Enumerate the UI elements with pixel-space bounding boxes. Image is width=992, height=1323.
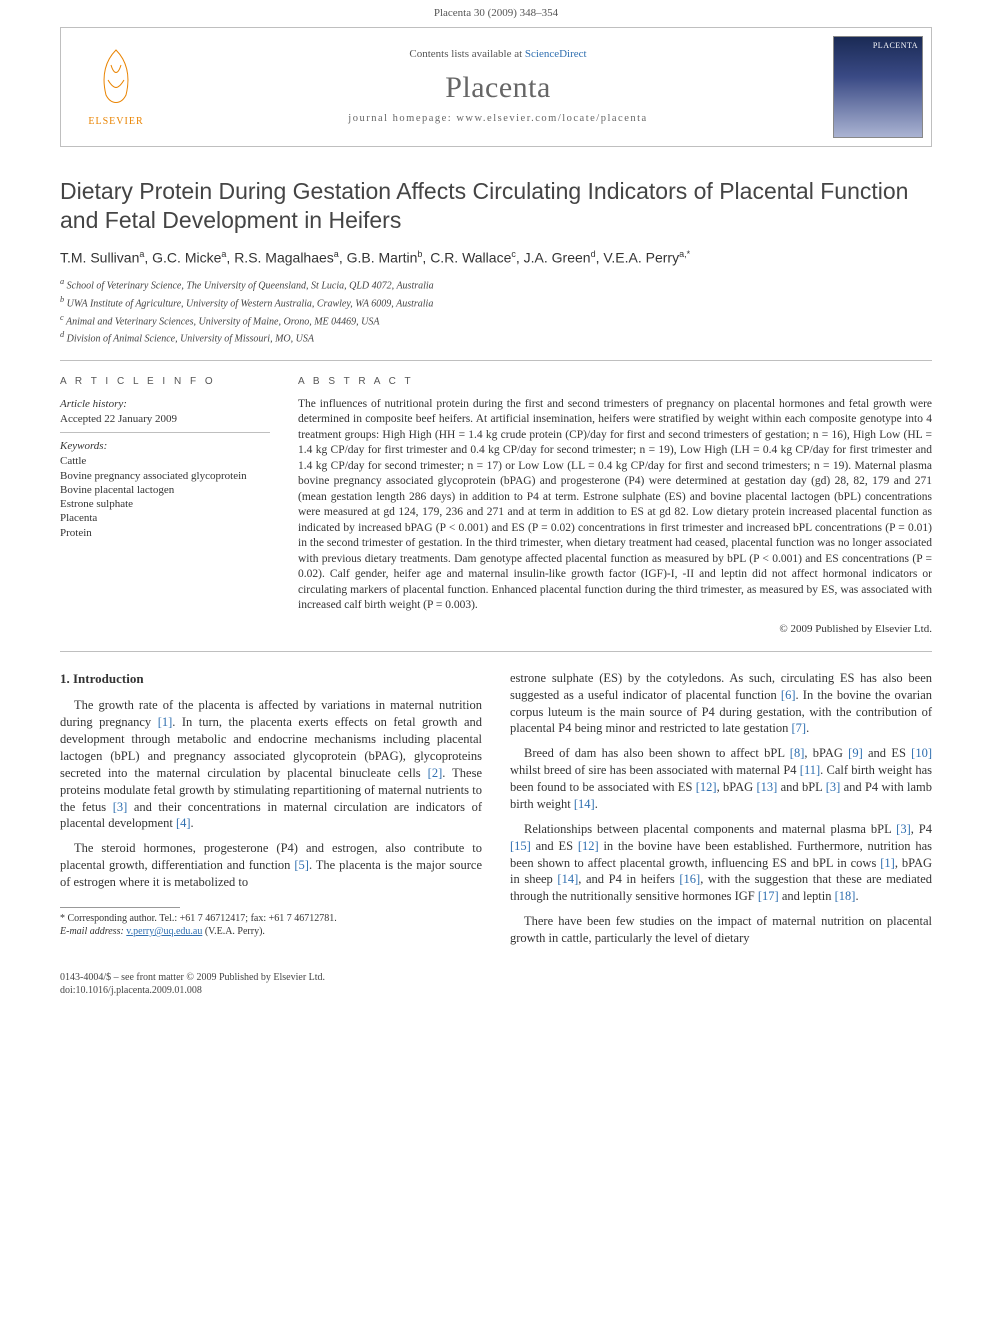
author: T.M. Sullivan [60,250,139,266]
author: V.E.A. Perry [603,250,679,266]
intro-p5: Relationships between placental componen… [510,821,932,905]
citation-ref[interactable]: [4] [176,816,191,830]
author: G.B. Martin [347,250,418,266]
abstract-heading: A B S T R A C T [298,375,932,389]
citation-ref[interactable]: [17] [758,889,779,903]
publisher-name: ELSEVIER [88,115,143,129]
author-affil-marker: d [591,249,596,259]
citation-ref[interactable]: [3] [896,822,911,836]
keyword: Bovine placental lactogen [60,483,270,497]
citation-ref[interactable]: [5] [294,858,309,872]
author: J.A. Green [524,250,591,266]
citation-ref[interactable]: [18] [835,889,856,903]
history-label: Article history: [60,397,270,412]
citation-ref[interactable]: [11] [800,763,820,777]
affiliation-line: b UWA Institute of Agriculture, Universi… [60,294,932,311]
article-history-block: Article history: Accepted 22 January 200… [60,397,270,434]
author-affil-marker: a [139,249,144,259]
keyword: Protein [60,526,270,540]
intro-p2: The steroid hormones, progesterone (P4) … [60,840,482,891]
email-line: E-mail address: v.perry@uq.edu.au (V.E.A… [60,925,482,938]
citation-ref[interactable]: [2] [428,766,443,780]
email-label: E-mail address: [60,926,124,937]
author: G.C. Micke [152,250,221,266]
footnote-rule [60,907,180,908]
citation-ref[interactable]: [1] [158,715,173,729]
intro-p1: The growth rate of the placenta is affec… [60,697,482,832]
affiliation-line: c Animal and Veterinary Sciences, Univer… [60,312,932,329]
cover-label: PLACENTA [873,41,918,52]
keyword: Bovine pregnancy associated glycoprotein [60,469,270,483]
affiliation-line: d Division of Animal Science, University… [60,329,932,346]
author-affil-marker: a [221,249,226,259]
footer-line-2: doi:10.1016/j.placenta.2009.01.008 [60,984,932,998]
intro-p6: There have been few studies on the impac… [510,913,932,947]
authors-line: T.M. Sullivana, G.C. Mickea, R.S. Magalh… [60,248,932,268]
citation-ref[interactable]: [10] [911,746,932,760]
citation-ref[interactable]: [16] [679,872,700,886]
citation-ref[interactable]: [14] [557,872,578,886]
author-affil-marker: a [334,249,339,259]
keywords-block: Keywords: CattleBovine pregnancy associa… [60,439,270,540]
citation-ref[interactable]: [1] [880,856,895,870]
contents-prefix: Contents lists available at [409,48,524,60]
left-column: 1. Introduction The growth rate of the p… [60,670,482,955]
intro-p4: Breed of dam has also been shown to affe… [510,745,932,813]
right-column: estrone sulphate (ES) by the cotyledons.… [510,670,932,955]
copyright-line: © 2009 Published by Elsevier Ltd. [298,622,932,637]
section-1-heading: 1. Introduction [60,670,482,688]
author-affil-marker: c [511,249,516,259]
author-affil-marker: b [417,249,422,259]
publisher-logo: ELSEVIER [61,28,171,146]
article-info-heading: A R T I C L E I N F O [60,375,270,389]
contents-available-line: Contents lists available at ScienceDirec… [409,47,586,62]
keywords-label: Keywords: [60,439,270,454]
abstract-body: The influences of nutritional protein du… [298,397,932,614]
citation-ref[interactable]: [13] [756,780,777,794]
journal-header-box: ELSEVIER Contents lists available at Sci… [60,27,932,147]
email-link[interactable]: v.perry@uq.edu.au [126,926,202,937]
header-center: Contents lists available at ScienceDirec… [171,28,825,146]
citation-ref[interactable]: [15] [510,839,531,853]
article-title: Dietary Protein During Gestation Affects… [60,177,932,235]
sciencedirect-link[interactable]: ScienceDirect [525,48,587,60]
author: R.S. Magalhaes [234,250,334,266]
footer-line-1: 0143-4004/$ – see front matter © 2009 Pu… [60,971,932,985]
citation-ref[interactable]: [3] [826,780,841,794]
email-author: (V.E.A. Perry). [205,926,265,937]
journal-name: Placenta [445,68,551,109]
citation-ref[interactable]: [8] [790,746,805,760]
keyword: Placenta [60,511,270,525]
divider-bottom [60,651,932,652]
citation-ref[interactable]: [7] [792,721,807,735]
intro-p3: estrone sulphate (ES) by the cotyledons.… [510,670,932,738]
keyword: Estrone sulphate [60,497,270,511]
divider-top [60,360,932,361]
journal-homepage: journal homepage: www.elsevier.com/locat… [348,112,647,126]
keyword: Cattle [60,454,270,468]
citation-ref[interactable]: [9] [848,746,863,760]
author-affil-marker: a,* [679,249,690,259]
citation-ref[interactable]: [3] [113,800,128,814]
corresponding-author-note: * Corresponding author. Tel.: +61 7 4671… [60,912,482,925]
citation-ref[interactable]: [14] [574,797,595,811]
keywords-list: CattleBovine pregnancy associated glycop… [60,454,270,540]
article-info-column: A R T I C L E I N F O Article history: A… [60,375,270,637]
footnotes: * Corresponding author. Tel.: +61 7 4671… [60,912,482,938]
citation-ref[interactable]: [12] [696,780,717,794]
running-head: Placenta 30 (2009) 348–354 [0,0,992,23]
author: C.R. Wallace [430,250,511,266]
affiliation-line: a School of Veterinary Science, The Univ… [60,276,932,293]
citation-ref[interactable]: [6] [781,688,796,702]
citation-ref[interactable]: [12] [578,839,599,853]
journal-cover-thumb: PLACENTA [833,36,923,138]
body-columns: 1. Introduction The growth rate of the p… [60,670,932,955]
page-footer: 0143-4004/$ – see front matter © 2009 Pu… [60,971,932,998]
abstract-column: A B S T R A C T The influences of nutrit… [298,375,932,637]
history-value: Accepted 22 January 2009 [60,412,270,427]
affiliations: a School of Veterinary Science, The Univ… [60,276,932,346]
